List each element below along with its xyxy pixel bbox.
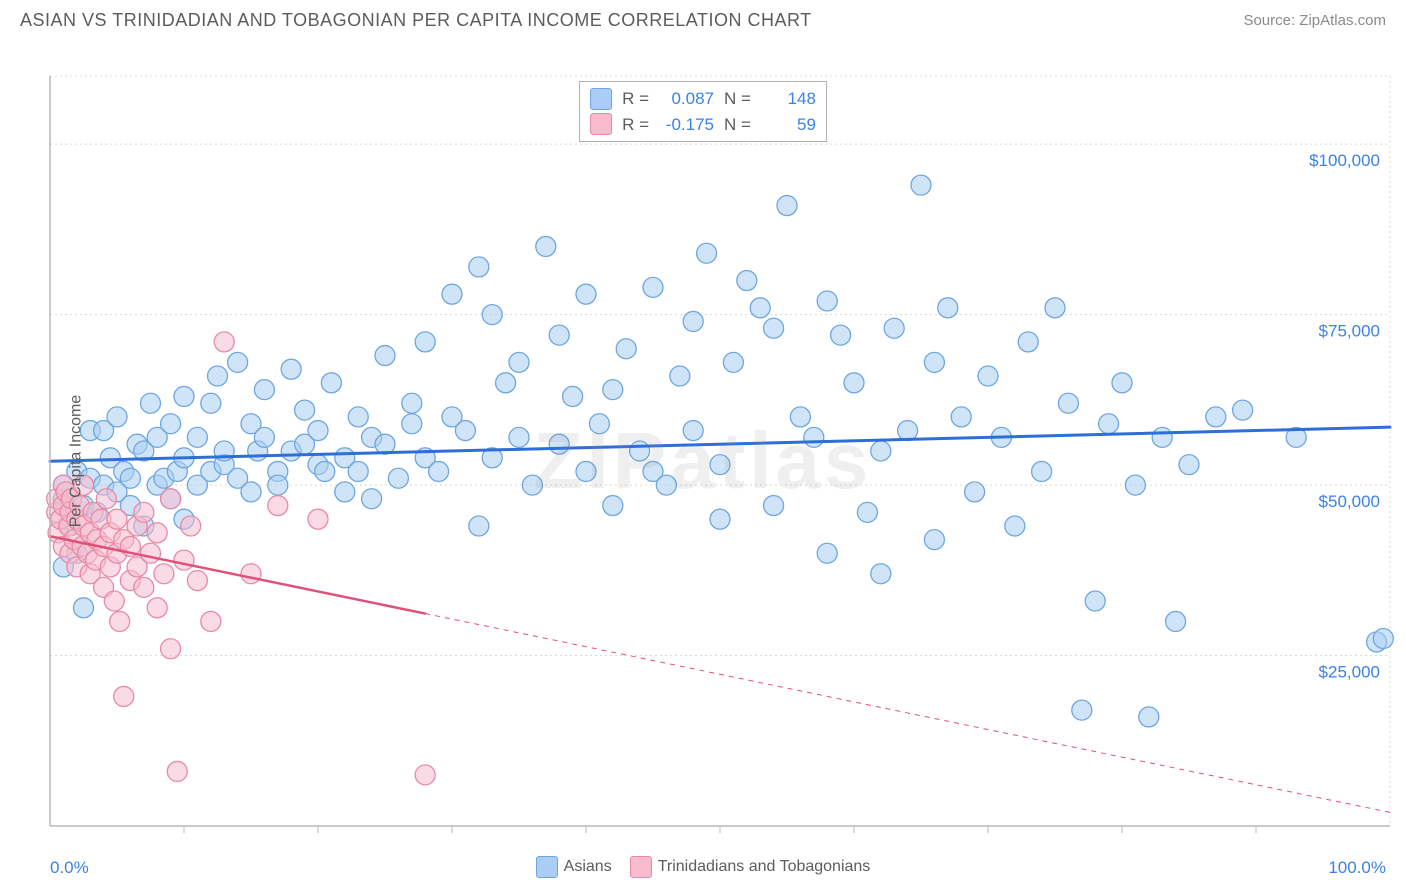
svg-text:$50,000: $50,000 xyxy=(1319,492,1380,511)
legend-item-asians: Asians xyxy=(536,856,612,878)
correlation-stats-box: R = 0.087 N = 148 R = -0.175 N = 59 xyxy=(579,81,827,142)
svg-text:$25,000: $25,000 xyxy=(1319,663,1380,682)
svg-text:$75,000: $75,000 xyxy=(1319,322,1380,341)
legend-swatch-trinidadians xyxy=(630,856,652,878)
stats-row-asians: R = 0.087 N = 148 xyxy=(590,86,816,112)
chart-title: ASIAN VS TRINIDADIAN AND TOBAGONIAN PER … xyxy=(20,10,812,31)
stats-n-label: N = xyxy=(724,112,751,138)
stats-r-value-trinidadians: -0.175 xyxy=(659,112,714,138)
stats-n-value-asians: 148 xyxy=(761,86,816,112)
chart-source: Source: ZipAtlas.com xyxy=(1243,12,1386,29)
stats-swatch-asians xyxy=(590,88,612,110)
footer-legend: Asians Trinidadians and Tobagonians xyxy=(0,856,1406,878)
stats-swatch-trinidadians xyxy=(590,113,612,135)
scatter-chart: $25,000 $50,000 $75,000 $100,000 xyxy=(0,36,1406,856)
chart-header: ASIAN VS TRINIDADIAN AND TOBAGONIAN PER … xyxy=(0,0,1406,36)
stats-n-value-trinidadians: 59 xyxy=(761,112,816,138)
legend-item-trinidadians: Trinidadians and Tobagonians xyxy=(630,856,871,878)
stats-r-label: R = xyxy=(622,86,649,112)
legend-label-trinidadians: Trinidadians and Tobagonians xyxy=(658,858,871,876)
chart-container: Per Capita Income ZIPatlas $25,000$50,00… xyxy=(0,36,1406,886)
stats-r-value-asians: 0.087 xyxy=(659,86,714,112)
legend-swatch-asians xyxy=(536,856,558,878)
stats-n-label: N = xyxy=(724,86,751,112)
svg-text:$100,000: $100,000 xyxy=(1309,151,1380,170)
stats-row-trinidadians: R = -0.175 N = 59 xyxy=(590,112,816,138)
legend-label-asians: Asians xyxy=(564,858,612,876)
stats-r-label: R = xyxy=(622,112,649,138)
y-axis-label: Per Capita Income xyxy=(67,395,85,528)
